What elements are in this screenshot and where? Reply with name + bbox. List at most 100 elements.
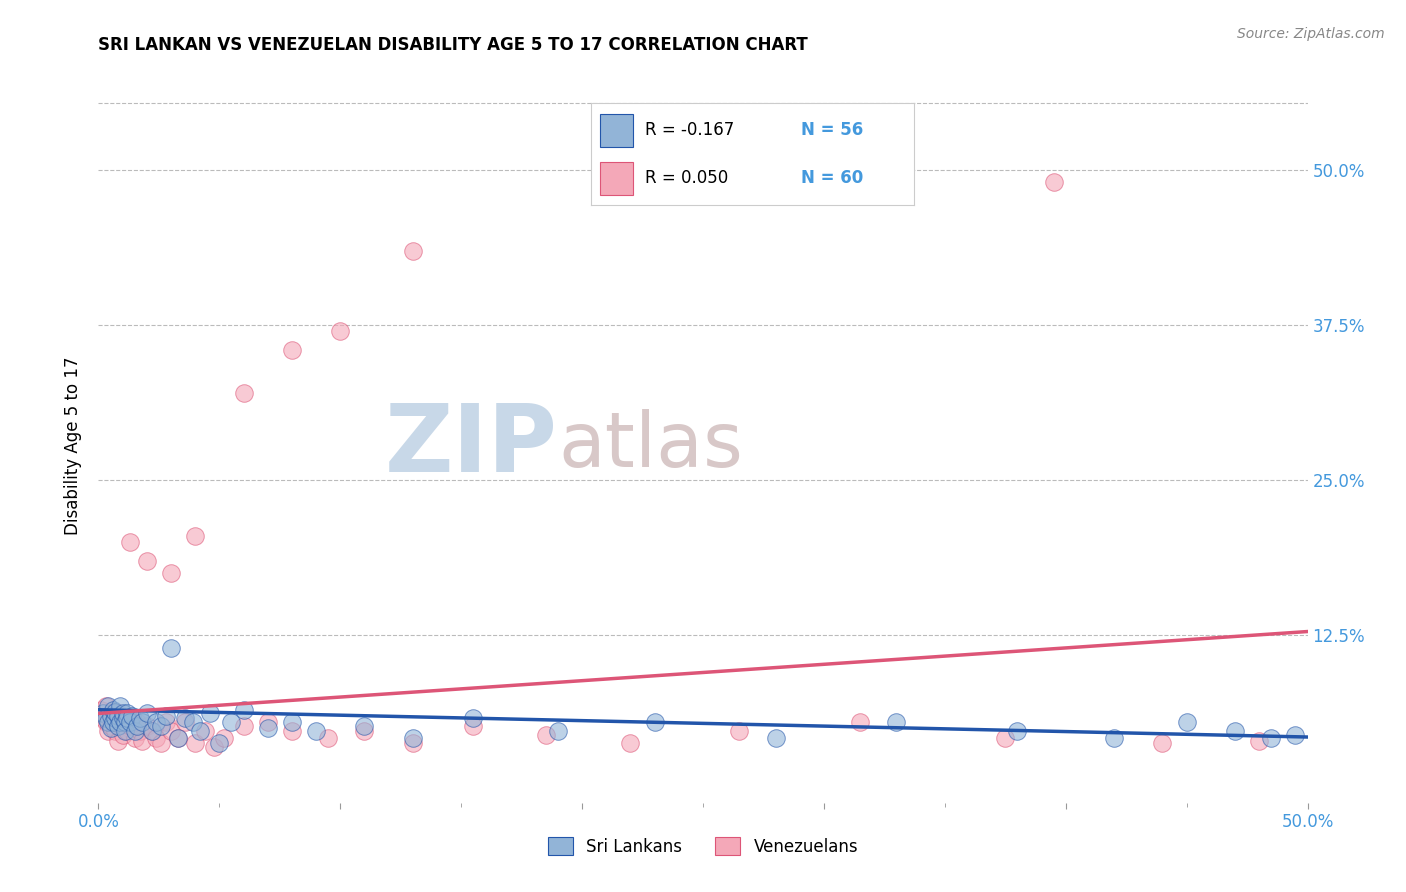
Point: [118, 535, 141, 549]
Point: [353, 723, 375, 738]
Point: [100, 719, 122, 733]
Point: [160, 640, 183, 655]
Point: [181, 715, 204, 730]
Point: [167, 731, 190, 746]
Point: [167, 731, 190, 746]
Point: [232, 719, 254, 733]
Point: [994, 731, 1017, 746]
Point: [128, 723, 150, 738]
Point: [111, 727, 134, 741]
Point: [135, 706, 157, 721]
Point: [100, 706, 122, 721]
FancyBboxPatch shape: [600, 162, 633, 194]
Point: [281, 723, 304, 738]
Text: atlas: atlas: [558, 409, 742, 483]
Point: [402, 736, 425, 750]
Point: [141, 723, 163, 738]
Point: [1284, 727, 1306, 741]
Point: [97, 723, 120, 738]
Point: [1260, 731, 1282, 746]
Point: [256, 722, 278, 736]
Point: [1175, 715, 1198, 730]
Point: [94, 698, 117, 713]
Point: [108, 715, 131, 730]
Point: [1007, 723, 1029, 738]
Point: [174, 715, 197, 730]
Point: [100, 709, 122, 723]
Point: [104, 715, 127, 730]
Text: Source: ZipAtlas.com: Source: ZipAtlas.com: [1237, 27, 1385, 41]
Point: [150, 736, 173, 750]
Point: [184, 736, 207, 750]
Point: [141, 723, 163, 738]
Point: [135, 719, 157, 733]
Point: [145, 715, 167, 730]
Point: [118, 719, 141, 733]
Point: [114, 723, 136, 738]
Point: [547, 723, 569, 738]
Point: [212, 731, 235, 746]
Point: [208, 736, 231, 750]
Point: [108, 711, 131, 725]
Point: [155, 715, 177, 730]
Point: [145, 731, 167, 746]
Point: [90, 703, 112, 717]
Text: N = 60: N = 60: [801, 169, 863, 187]
Point: [124, 731, 146, 746]
Point: [135, 554, 157, 568]
Point: [1042, 175, 1064, 189]
Point: [232, 386, 254, 401]
Point: [204, 739, 226, 754]
Point: [128, 711, 150, 725]
Point: [160, 723, 183, 738]
Point: [198, 706, 221, 721]
Point: [107, 733, 129, 747]
Point: [886, 715, 908, 730]
Text: SRI LANKAN VS VENEZUELAN DISABILITY AGE 5 TO 17 CORRELATION CHART: SRI LANKAN VS VENEZUELAN DISABILITY AGE …: [98, 36, 808, 54]
Point: [94, 711, 117, 725]
Point: [97, 715, 120, 730]
Y-axis label: Disability Age 5 to 17: Disability Age 5 to 17: [65, 357, 83, 535]
Point: [184, 529, 207, 543]
Text: N = 56: N = 56: [801, 121, 863, 139]
Point: [118, 715, 141, 730]
Point: [232, 703, 254, 717]
Point: [91, 706, 114, 721]
Point: [114, 715, 136, 730]
Point: [402, 731, 425, 746]
Point: [121, 709, 143, 723]
Point: [114, 715, 136, 730]
Legend: Sri Lankans, Venezuelans: Sri Lankans, Venezuelans: [541, 830, 865, 863]
Point: [221, 715, 243, 730]
Point: [94, 715, 117, 730]
Point: [160, 566, 183, 581]
Point: [107, 706, 129, 721]
Point: [256, 715, 278, 730]
Text: R = -0.167: R = -0.167: [645, 121, 735, 139]
Point: [305, 723, 328, 738]
Point: [329, 324, 352, 338]
Point: [194, 723, 217, 738]
Point: [1223, 723, 1246, 738]
FancyBboxPatch shape: [600, 114, 633, 146]
Text: R = 0.050: R = 0.050: [645, 169, 728, 187]
Point: [101, 711, 124, 725]
Point: [101, 715, 124, 730]
Point: [131, 715, 153, 730]
Point: [644, 715, 666, 730]
Point: [402, 244, 425, 258]
Point: [104, 705, 127, 719]
Point: [111, 711, 134, 725]
Text: ZIP: ZIP: [385, 400, 558, 492]
Point: [281, 715, 304, 730]
Point: [97, 698, 120, 713]
Point: [108, 715, 131, 730]
Point: [91, 711, 114, 725]
Point: [281, 343, 304, 357]
Point: [107, 709, 129, 723]
Point: [117, 711, 139, 725]
Point: [104, 711, 127, 725]
Point: [188, 723, 211, 738]
Point: [353, 719, 375, 733]
Point: [1152, 736, 1174, 750]
